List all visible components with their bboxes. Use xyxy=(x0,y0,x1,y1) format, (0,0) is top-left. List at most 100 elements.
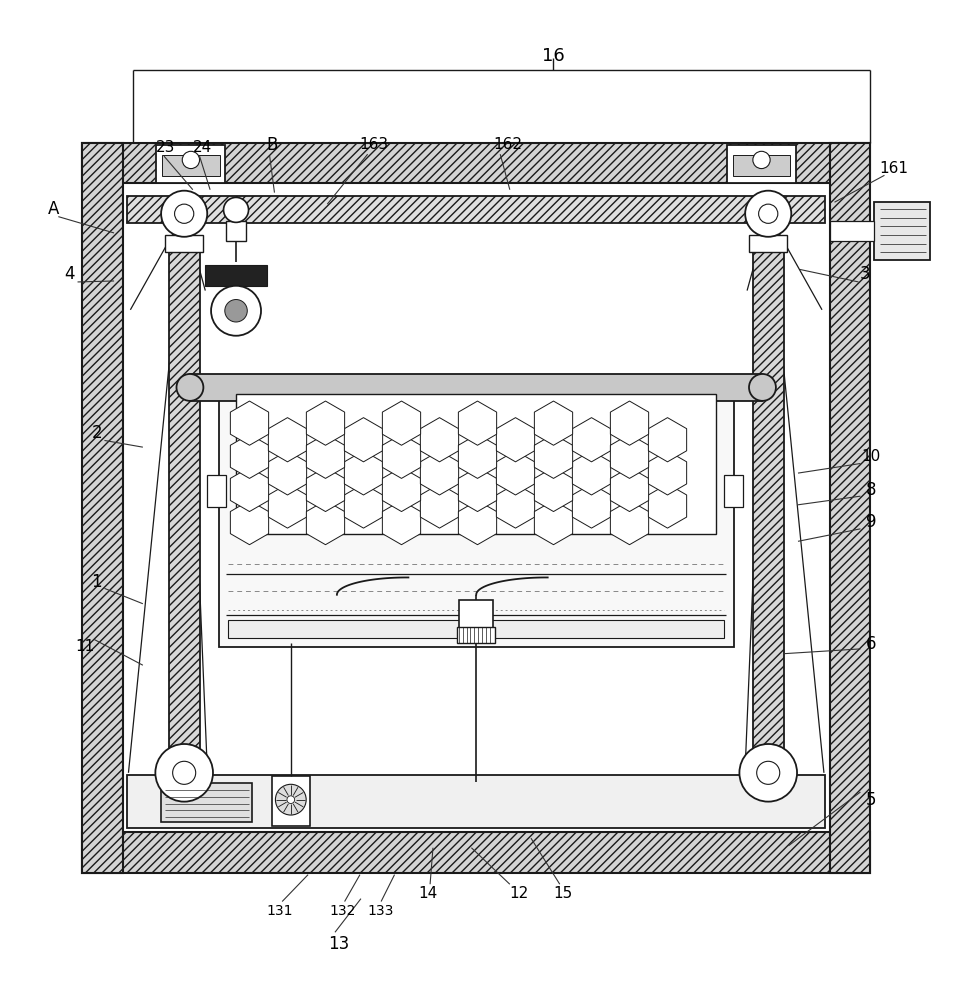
Polygon shape xyxy=(306,434,344,478)
Polygon shape xyxy=(533,467,572,512)
Bar xyxy=(271,776,309,826)
Text: 132: 132 xyxy=(329,904,356,918)
Circle shape xyxy=(745,191,791,237)
Bar xyxy=(83,143,123,873)
Bar xyxy=(218,378,733,647)
Polygon shape xyxy=(344,418,382,462)
Polygon shape xyxy=(382,500,420,545)
Polygon shape xyxy=(457,500,496,545)
Polygon shape xyxy=(420,451,458,495)
Bar xyxy=(166,204,201,223)
Bar xyxy=(161,155,219,176)
Circle shape xyxy=(182,151,199,169)
Text: 133: 133 xyxy=(366,904,393,918)
Polygon shape xyxy=(382,467,420,512)
Circle shape xyxy=(172,761,195,784)
Bar xyxy=(156,145,225,183)
Text: 163: 163 xyxy=(358,137,387,152)
Text: 162: 162 xyxy=(493,137,522,152)
Polygon shape xyxy=(648,451,686,495)
Polygon shape xyxy=(230,467,268,512)
Bar xyxy=(207,475,226,507)
Polygon shape xyxy=(306,500,344,545)
Polygon shape xyxy=(648,418,686,462)
Polygon shape xyxy=(306,401,344,445)
Polygon shape xyxy=(268,484,307,528)
Polygon shape xyxy=(572,418,610,462)
Circle shape xyxy=(752,151,770,169)
Polygon shape xyxy=(457,401,496,445)
Text: 11: 11 xyxy=(76,639,95,654)
Bar xyxy=(749,235,787,252)
Polygon shape xyxy=(382,434,420,478)
Bar xyxy=(458,600,493,628)
Circle shape xyxy=(174,204,193,223)
Polygon shape xyxy=(533,500,572,545)
Circle shape xyxy=(749,374,776,401)
Circle shape xyxy=(225,300,247,322)
Text: 15: 15 xyxy=(553,886,572,901)
Polygon shape xyxy=(648,484,686,528)
Polygon shape xyxy=(344,484,382,528)
Circle shape xyxy=(739,744,797,802)
Text: 1: 1 xyxy=(91,573,102,591)
Text: 5: 5 xyxy=(865,791,875,809)
Bar xyxy=(228,620,724,638)
Polygon shape xyxy=(268,418,307,462)
Polygon shape xyxy=(420,418,458,462)
Text: 12: 12 xyxy=(509,886,529,901)
Polygon shape xyxy=(572,484,610,528)
Polygon shape xyxy=(230,401,268,445)
Circle shape xyxy=(160,191,207,237)
Bar xyxy=(456,627,495,643)
Polygon shape xyxy=(609,467,648,512)
Bar xyxy=(189,374,762,401)
Bar xyxy=(83,143,869,183)
Text: 8: 8 xyxy=(865,481,875,499)
Circle shape xyxy=(756,761,779,784)
Bar xyxy=(205,265,266,286)
Bar xyxy=(873,202,928,260)
Bar xyxy=(828,221,873,241)
Circle shape xyxy=(210,286,260,336)
Polygon shape xyxy=(306,467,344,512)
Polygon shape xyxy=(457,467,496,512)
Text: 14: 14 xyxy=(418,886,437,901)
Bar xyxy=(751,204,785,223)
Polygon shape xyxy=(609,434,648,478)
Text: 9: 9 xyxy=(865,513,875,531)
Bar xyxy=(128,196,824,223)
Polygon shape xyxy=(496,484,534,528)
Text: 10: 10 xyxy=(860,449,879,464)
Polygon shape xyxy=(533,401,572,445)
Bar xyxy=(128,775,824,828)
Bar xyxy=(83,832,869,873)
Polygon shape xyxy=(268,451,307,495)
Text: 3: 3 xyxy=(859,265,870,283)
Bar xyxy=(226,221,245,241)
Bar xyxy=(828,143,869,873)
Circle shape xyxy=(155,744,212,802)
Text: 16: 16 xyxy=(541,47,564,65)
Polygon shape xyxy=(496,418,534,462)
Text: 131: 131 xyxy=(266,904,292,918)
Polygon shape xyxy=(609,401,648,445)
Text: B: B xyxy=(266,136,278,154)
Bar xyxy=(235,394,716,534)
Polygon shape xyxy=(230,434,268,478)
Text: 24: 24 xyxy=(192,140,211,155)
Bar xyxy=(727,145,796,183)
Text: 13: 13 xyxy=(328,935,349,953)
Text: 2: 2 xyxy=(91,424,102,442)
Circle shape xyxy=(286,796,294,804)
Bar xyxy=(168,252,199,775)
Polygon shape xyxy=(533,434,572,478)
Circle shape xyxy=(223,197,248,222)
Polygon shape xyxy=(572,451,610,495)
Polygon shape xyxy=(420,484,458,528)
Circle shape xyxy=(176,374,203,401)
Polygon shape xyxy=(496,451,534,495)
Bar xyxy=(164,235,203,252)
Circle shape xyxy=(758,204,777,223)
Polygon shape xyxy=(230,500,268,545)
